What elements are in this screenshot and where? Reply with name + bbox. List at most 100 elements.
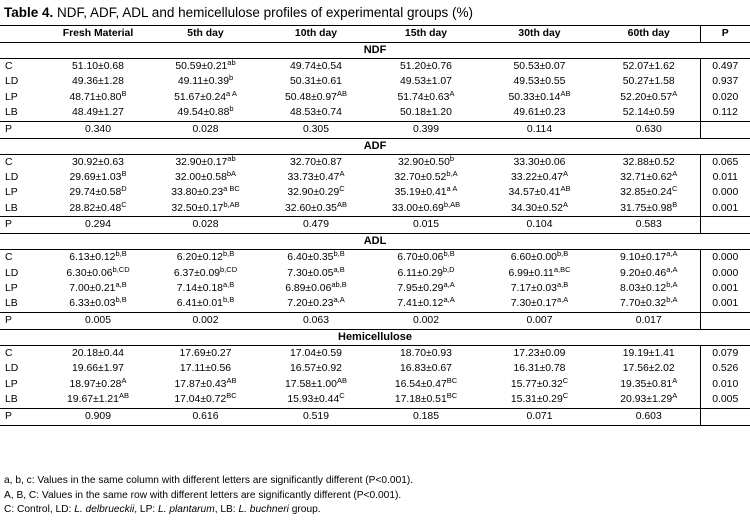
- value-cell: 32.90±0.29C: [261, 185, 371, 200]
- mean-sd: 34.30±0.52: [511, 202, 563, 214]
- value-cell: 6.37±0.09b,CD: [150, 264, 261, 281]
- p-value-cell: 0.000: [699, 185, 750, 201]
- p-row: P 0.294 0.028 0.479 0.015 0.104 0.583: [0, 216, 750, 235]
- footnotes: a, b, c: Values in the same column with …: [4, 474, 413, 518]
- header-15th-day: 15th day: [371, 25, 481, 43]
- table-row: LB 48.49±1.27 49.54±0.88b 48.53±0.74 50.18±1…: [0, 105, 750, 122]
- significance-letters: B: [121, 169, 127, 179]
- value-cell: 20.18±0.44: [46, 345, 150, 361]
- significance-letters: B: [672, 199, 678, 209]
- p-value-cell: 0.005: [699, 392, 750, 408]
- value-cell: 16.31±0.78: [481, 361, 598, 376]
- footnote-groups-suffix: group.: [288, 504, 321, 515]
- header-p: P: [699, 25, 750, 43]
- p-value-cell: 0.011: [699, 170, 750, 186]
- group-label: LD: [5, 172, 19, 184]
- value-cell: 6.20±0.12b,B: [150, 250, 261, 266]
- table-row: LD 6.30±0.06b,CD 6.37±0.09b,CD 7.30±0.05a,B…: [0, 264, 750, 282]
- value-cell: 16.54±0.47BC: [371, 376, 481, 392]
- mean-sd: 6.70±0.06: [397, 252, 444, 264]
- value-cell: 7.00±0.21a,B: [46, 281, 150, 296]
- p-row-value: 0.015: [371, 216, 481, 235]
- value-cell: 15.93±0.44C: [261, 392, 371, 408]
- value-cell: 9.10±0.17a,A: [598, 250, 700, 266]
- significance-letters: A: [449, 88, 455, 98]
- mean-sd: 19.35±0.81: [620, 378, 673, 390]
- footnote-lb-prefix: , LB:: [214, 504, 239, 515]
- header-row: Fresh Material 5th day 10th day 15th day…: [0, 25, 750, 43]
- value-cell: 6.41±0.01b,B: [150, 296, 261, 312]
- group-label: LP: [5, 378, 18, 390]
- value-cell: 49.74±0.54: [261, 59, 371, 75]
- group-label: C: [5, 61, 13, 72]
- mean-sd: 20.93±1.29: [620, 394, 673, 406]
- mean-sd: 32.90±0.50: [397, 156, 450, 168]
- value-cell: 52.14±0.59: [598, 105, 700, 121]
- mean-sd: 7.17±0.03: [510, 283, 557, 295]
- mean-sd: 32.90±0.29: [287, 187, 340, 199]
- group-label: LB: [5, 394, 18, 406]
- mean-sd: 28.82±0.48: [69, 202, 122, 214]
- mean-sd: 6.37±0.09: [173, 267, 221, 279]
- mean-sd: 17.04±0.72: [174, 394, 227, 406]
- significance-letters: ab,B: [331, 280, 347, 290]
- significance-letters: C: [562, 375, 569, 385]
- significance-letters: b,A: [446, 169, 458, 179]
- mean-sd: 17.18±0.51: [394, 394, 447, 406]
- group-label: LP: [5, 187, 18, 199]
- mean-sd: 6.30±0.06: [66, 267, 113, 279]
- significance-letters: AB: [226, 375, 237, 385]
- p-row-empty: [699, 216, 750, 235]
- p-row-value: 0.340: [46, 120, 150, 139]
- table-body: NDF C 51.10±0.68 50.59±0.21ab 49.74±0.54 51.2…: [0, 42, 750, 426]
- significance-letters: A: [562, 199, 568, 209]
- mean-sd: 49.53±1.07: [400, 76, 452, 88]
- mean-sd: 52.07±1.62: [622, 61, 675, 72]
- value-cell: 50.27±1.58: [598, 74, 700, 89]
- p-row-value: 0.002: [371, 311, 481, 330]
- group-label: LB: [5, 107, 18, 119]
- mean-sd: 7.70±0.32: [620, 298, 667, 310]
- table-row: LB 28.82±0.48C 32.50±0.17b,AB 32.60±0.35AB 3…: [0, 201, 750, 217]
- mean-sd: 48.71±0.80: [69, 91, 122, 103]
- mean-sd: 49.61±0.23: [513, 107, 566, 119]
- mean-sd: 19.67±1.21: [67, 394, 119, 406]
- header-10th-day: 10th day: [261, 25, 371, 43]
- significance-letters: a,BC: [553, 264, 571, 274]
- mean-sd: 33.30±0.06: [513, 156, 566, 168]
- value-cell: 17.18±0.51BC: [371, 392, 481, 408]
- value-cell: 51.67±0.24a A: [150, 90, 261, 105]
- p-row-value: 0.909: [46, 407, 150, 426]
- mean-sd: 35.19±0.41: [394, 187, 447, 199]
- p-row-value: 0.583: [598, 216, 700, 235]
- significance-letters: b,CD: [220, 264, 238, 274]
- significance-letters: AB: [560, 184, 571, 194]
- value-cell: 49.36±1.28: [46, 74, 150, 89]
- p-row: P 0.909 0.616 0.519 0.185 0.071 0.603: [0, 407, 750, 426]
- significance-letters: AB: [336, 375, 347, 385]
- value-cell: 7.30±0.17a,A: [481, 296, 598, 312]
- group-label: LB: [5, 298, 18, 310]
- significance-letters: A: [672, 169, 678, 179]
- significance-letters: AB: [336, 88, 347, 98]
- species-lp: L. plantarum: [158, 504, 215, 515]
- value-cell: 33.00±0.69b,AB: [371, 201, 481, 217]
- mean-sd: 19.19±1.41: [622, 347, 675, 359]
- significance-letters: a,A: [666, 264, 678, 274]
- significance-letters: b,B: [556, 249, 569, 259]
- mean-sd: 15.31±0.29: [510, 394, 563, 406]
- mean-sd: 19.66±1.97: [72, 363, 124, 375]
- significance-letters: a,A: [556, 295, 569, 305]
- p-value-cell: 0.065: [699, 154, 750, 171]
- value-cell: 50.53±0.07: [481, 59, 598, 75]
- p-value-cell: 0.112: [699, 105, 750, 122]
- value-cell: 17.04±0.72BC: [150, 392, 261, 408]
- significance-letters: AB: [118, 391, 129, 401]
- value-cell: 7.30±0.05a,B: [261, 265, 371, 281]
- section-header-row: ADF: [0, 138, 750, 155]
- mean-sd: 52.14±0.59: [622, 107, 675, 119]
- p-row-value: 0.028: [150, 216, 261, 235]
- value-cell: 6.60±0.00b,B: [481, 250, 598, 266]
- table-row: LD 29.69±1.03B 32.00±0.58bA 33.73±0.47A 32.7…: [0, 169, 750, 186]
